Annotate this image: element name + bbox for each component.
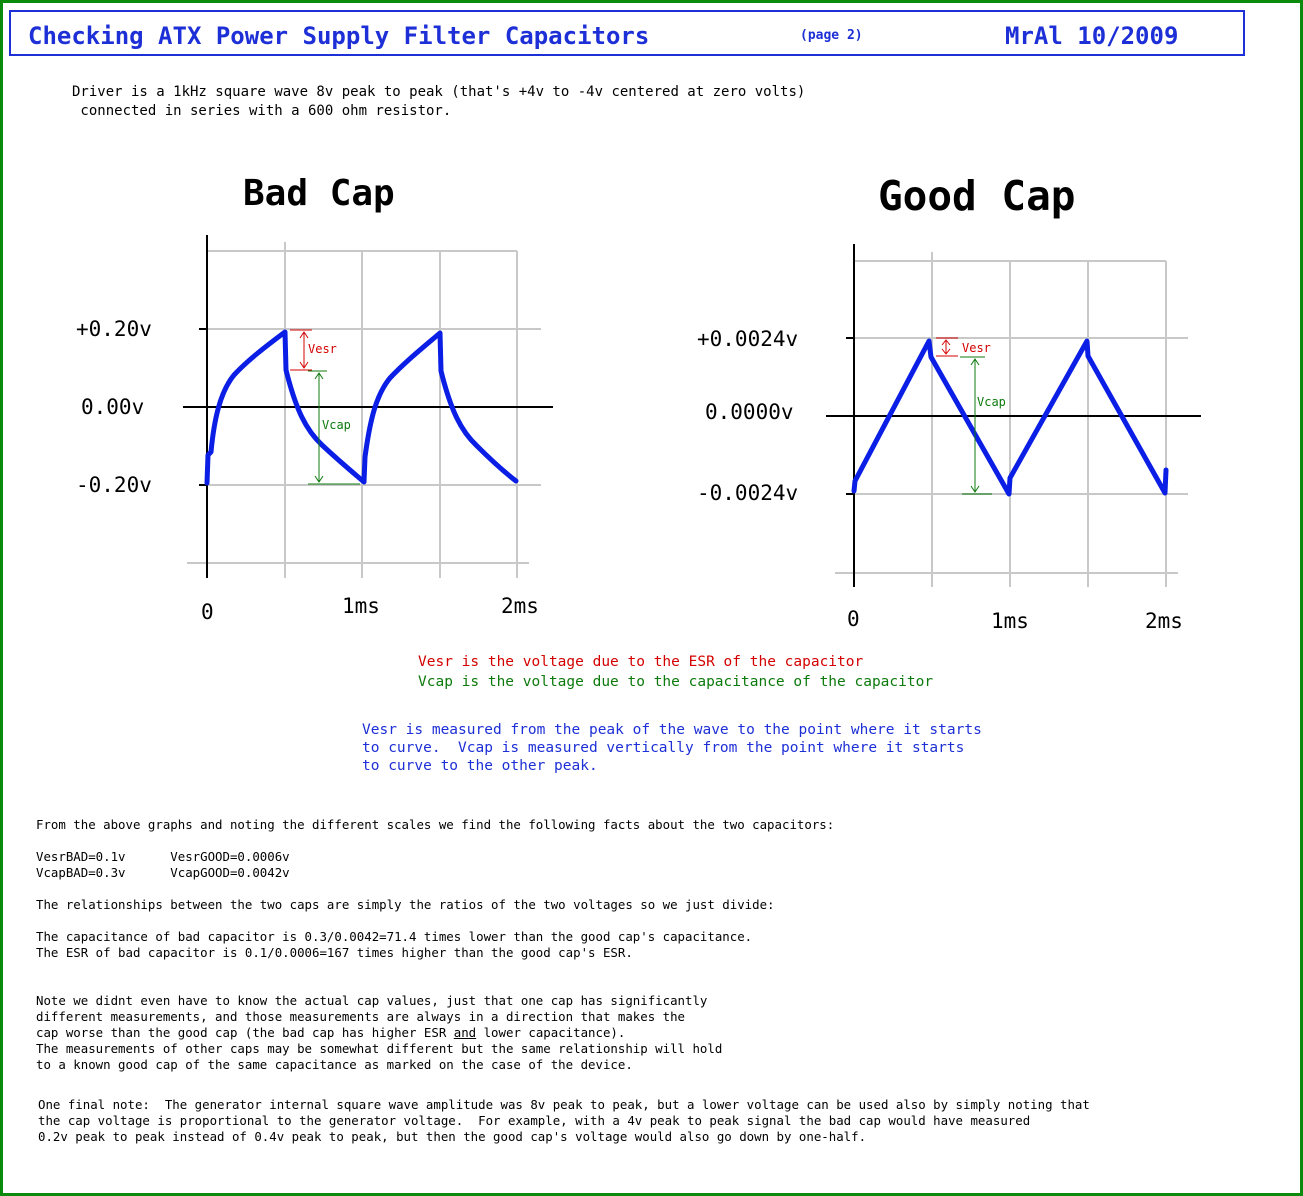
note-line: The measurements of other caps may be so… — [36, 1041, 723, 1056]
good-cap-vesr-label: Vesr — [962, 341, 991, 355]
bad-cap-vcap-label: Vcap — [322, 418, 351, 432]
bad-cap-axes — [183, 235, 553, 578]
good-cap-ylabel-top: +0.0024v — [697, 327, 798, 351]
note-line3-end: lower capacitance). — [476, 1025, 626, 1040]
bad-cap-ylabel-bottom: -0.20v — [76, 473, 152, 497]
intro-line: Driver is a 1kHz square wave 8v peak to … — [72, 84, 806, 100]
author-date: MrAl 10/2009 — [1005, 22, 1179, 50]
page-title: Checking ATX Power Supply Filter Capacit… — [28, 22, 650, 50]
intro-text: Driver is a 1kHz square wave 8v peak to … — [72, 83, 805, 121]
results-block: The capacitance of bad capacitor is 0.3/… — [36, 929, 752, 961]
note-line: to a known good cap of the same capacita… — [36, 1057, 633, 1072]
result-line: The ESR of bad capacitor is 0.1/0.0006=1… — [36, 945, 633, 960]
result-line: The capacitance of bad capacitor is 0.3/… — [36, 929, 753, 944]
measurement-note-line: to curve. Vcap is measured vertically fr… — [362, 740, 965, 756]
final-note-line: the cap voltage is proportional to the g… — [38, 1113, 1031, 1128]
note-line: Note we didnt even have to know the actu… — [36, 993, 708, 1008]
header-box — [9, 10, 1245, 56]
bad-cap-ylabel-top: +0.20v — [76, 317, 152, 341]
legend-vcap: Vcap is the voltage due to the capacitan… — [418, 674, 934, 690]
good-cap-waveform — [851, 338, 1169, 497]
good-cap-grid — [835, 252, 1188, 587]
bad-cap-xlabel-1ms: 1ms — [342, 594, 380, 618]
note-block: Note we didnt even have to know the actu… — [36, 993, 722, 1073]
final-note-block: One final note: The generator internal s… — [38, 1097, 1090, 1145]
good-cap-xlabel-1ms: 1ms — [991, 609, 1029, 633]
bad-cap-ylabel-zero: 0.00v — [81, 395, 144, 419]
relationships-text: The relationships between the two caps a… — [36, 897, 775, 912]
page-number: (page 2) — [800, 28, 863, 43]
bad-cap-vesr-label: Vesr — [308, 342, 337, 356]
bad-cap-xlabel-2ms: 2ms — [501, 594, 539, 618]
bad-cap-waveform — [204, 329, 519, 486]
measurements-block: VesrBAD=0.1v VesrGOOD=0.0006v VcapBAD=0.3… — [36, 849, 290, 881]
good-cap-axes — [826, 244, 1201, 587]
good-cap-xlabel-0: 0 — [847, 607, 860, 631]
bad-cap-xlabel-0: 0 — [201, 600, 214, 624]
bad-cap-title: Bad Cap — [243, 173, 395, 214]
final-note-line: One final note: The generator internal s… — [38, 1097, 1090, 1112]
good-cap-vesr-marker: Vesr — [936, 337, 991, 357]
final-note-line: 0.2v peak to peak instead of 0.4v peak t… — [38, 1129, 867, 1144]
note-line3-start: cap worse than the good cap (the bad cap… — [36, 1025, 454, 1040]
legend-vesr: Vesr is the voltage due to the ESR of th… — [418, 654, 864, 670]
note-line: different measurements, and those measur… — [36, 1009, 686, 1024]
measurement-line: VcapBAD=0.3v VcapGOOD=0.0042v — [36, 865, 290, 880]
bad-cap-vesr-marker: Vesr — [290, 329, 337, 371]
good-cap-title: Good Cap — [878, 172, 1075, 220]
good-cap-vcap-label: Vcap — [977, 395, 1006, 409]
measurement-note-line: to curve to the other peak. — [362, 758, 598, 774]
good-cap-ylabel-zero: 0.0000v — [705, 400, 794, 424]
measurement-note: Vesr is measured from the peak of the wa… — [362, 721, 982, 775]
good-cap-vcap-marker: Vcap — [960, 356, 1006, 495]
facts-intro: From the above graphs and noting the dif… — [36, 817, 835, 832]
bad-cap-grid — [187, 242, 541, 578]
intro-line: connected in series with a 600 ohm resis… — [72, 103, 452, 119]
good-cap-ylabel-bottom: -0.0024v — [697, 481, 798, 505]
waveform-diagrams: Bad Cap +0.20v 0.00v -0.20v 0 1ms 2ms Ve… — [76, 172, 1201, 633]
measurement-note-line: Vesr is measured from the peak of the wa… — [362, 722, 982, 738]
note-line: cap worse than the good cap (the bad cap… — [36, 1025, 722, 1041]
measurement-line: VesrBAD=0.1v VesrGOOD=0.0006v — [36, 849, 290, 864]
note-and-underlined: and — [453, 1025, 477, 1040]
good-cap-xlabel-2ms: 2ms — [1145, 609, 1183, 633]
bad-cap-vcap-marker: Vcap — [308, 370, 360, 485]
